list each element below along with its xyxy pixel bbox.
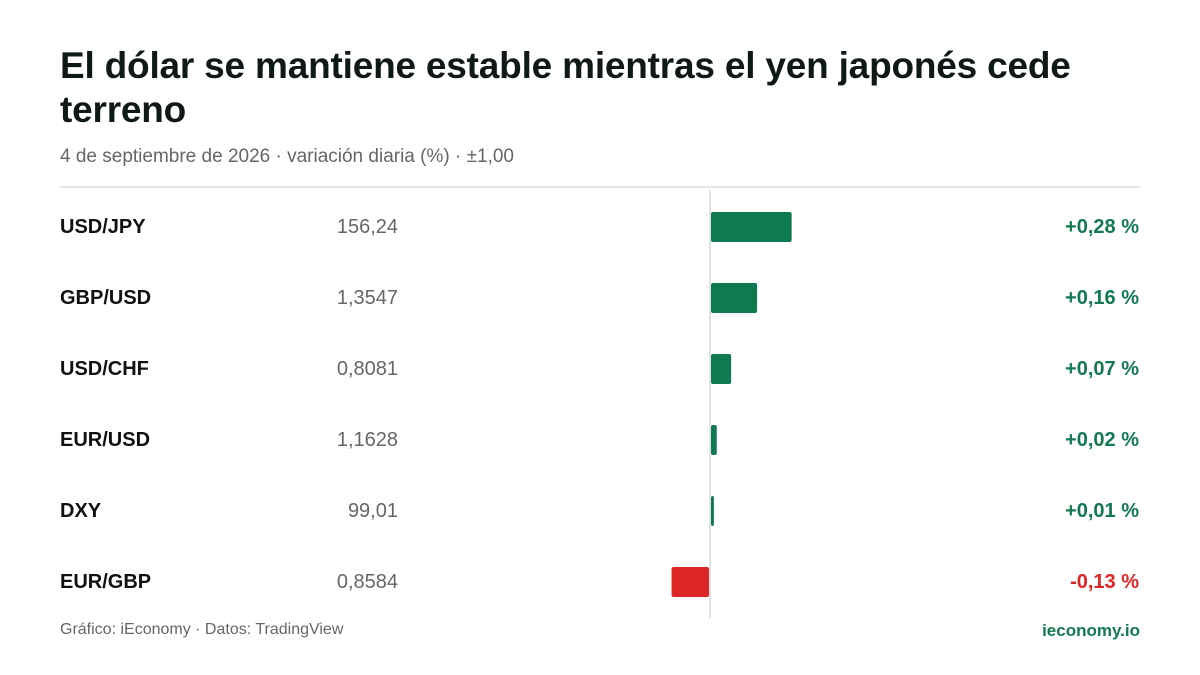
price-label: 1,3547 <box>337 287 398 309</box>
chart-title: El dólar se mantiene estable mientras el… <box>60 45 1071 130</box>
price-label: 0,8584 <box>337 571 398 593</box>
change-bar <box>711 354 732 384</box>
change-value-label: -0,13 % <box>1070 571 1139 593</box>
chart-rows: USD/JPY 156,24 +0,28 % GBP/USD 1,3547 +0,16 %… <box>60 190 1139 618</box>
price-label: 1,1628 <box>337 429 398 451</box>
price-label: 99,01 <box>348 500 398 522</box>
price-label: 156,24 <box>337 216 398 238</box>
header-divider <box>60 186 1140 188</box>
change-value-label: +0,28 % <box>1065 216 1139 238</box>
chart-subtitle: 4 de septiembre de 2026 · variación diar… <box>60 146 514 167</box>
brand-link[interactable]: ieconomy.io <box>1042 621 1140 640</box>
pair-label: EUR/GBP <box>60 571 151 593</box>
source-credit: Gráfico: iEconomy · Datos: TradingView <box>60 621 344 638</box>
change-value-label: +0,16 % <box>1065 287 1139 309</box>
pair-label: USD/CHF <box>60 358 149 380</box>
change-value-label: +0,01 % <box>1065 500 1139 522</box>
change-bar <box>711 283 758 313</box>
change-bar <box>711 212 792 242</box>
change-value-label: +0,07 % <box>1065 358 1139 380</box>
price-label: 0,8081 <box>337 358 398 380</box>
change-value-label: +0,02 % <box>1065 429 1139 451</box>
change-bar <box>671 567 709 597</box>
change-bar <box>711 496 714 526</box>
pair-label: GBP/USD <box>60 287 151 309</box>
pair-label: DXY <box>60 500 102 522</box>
pair-label: USD/JPY <box>60 216 146 238</box>
pair-label: EUR/USD <box>60 429 150 451</box>
change-bar <box>711 425 717 455</box>
